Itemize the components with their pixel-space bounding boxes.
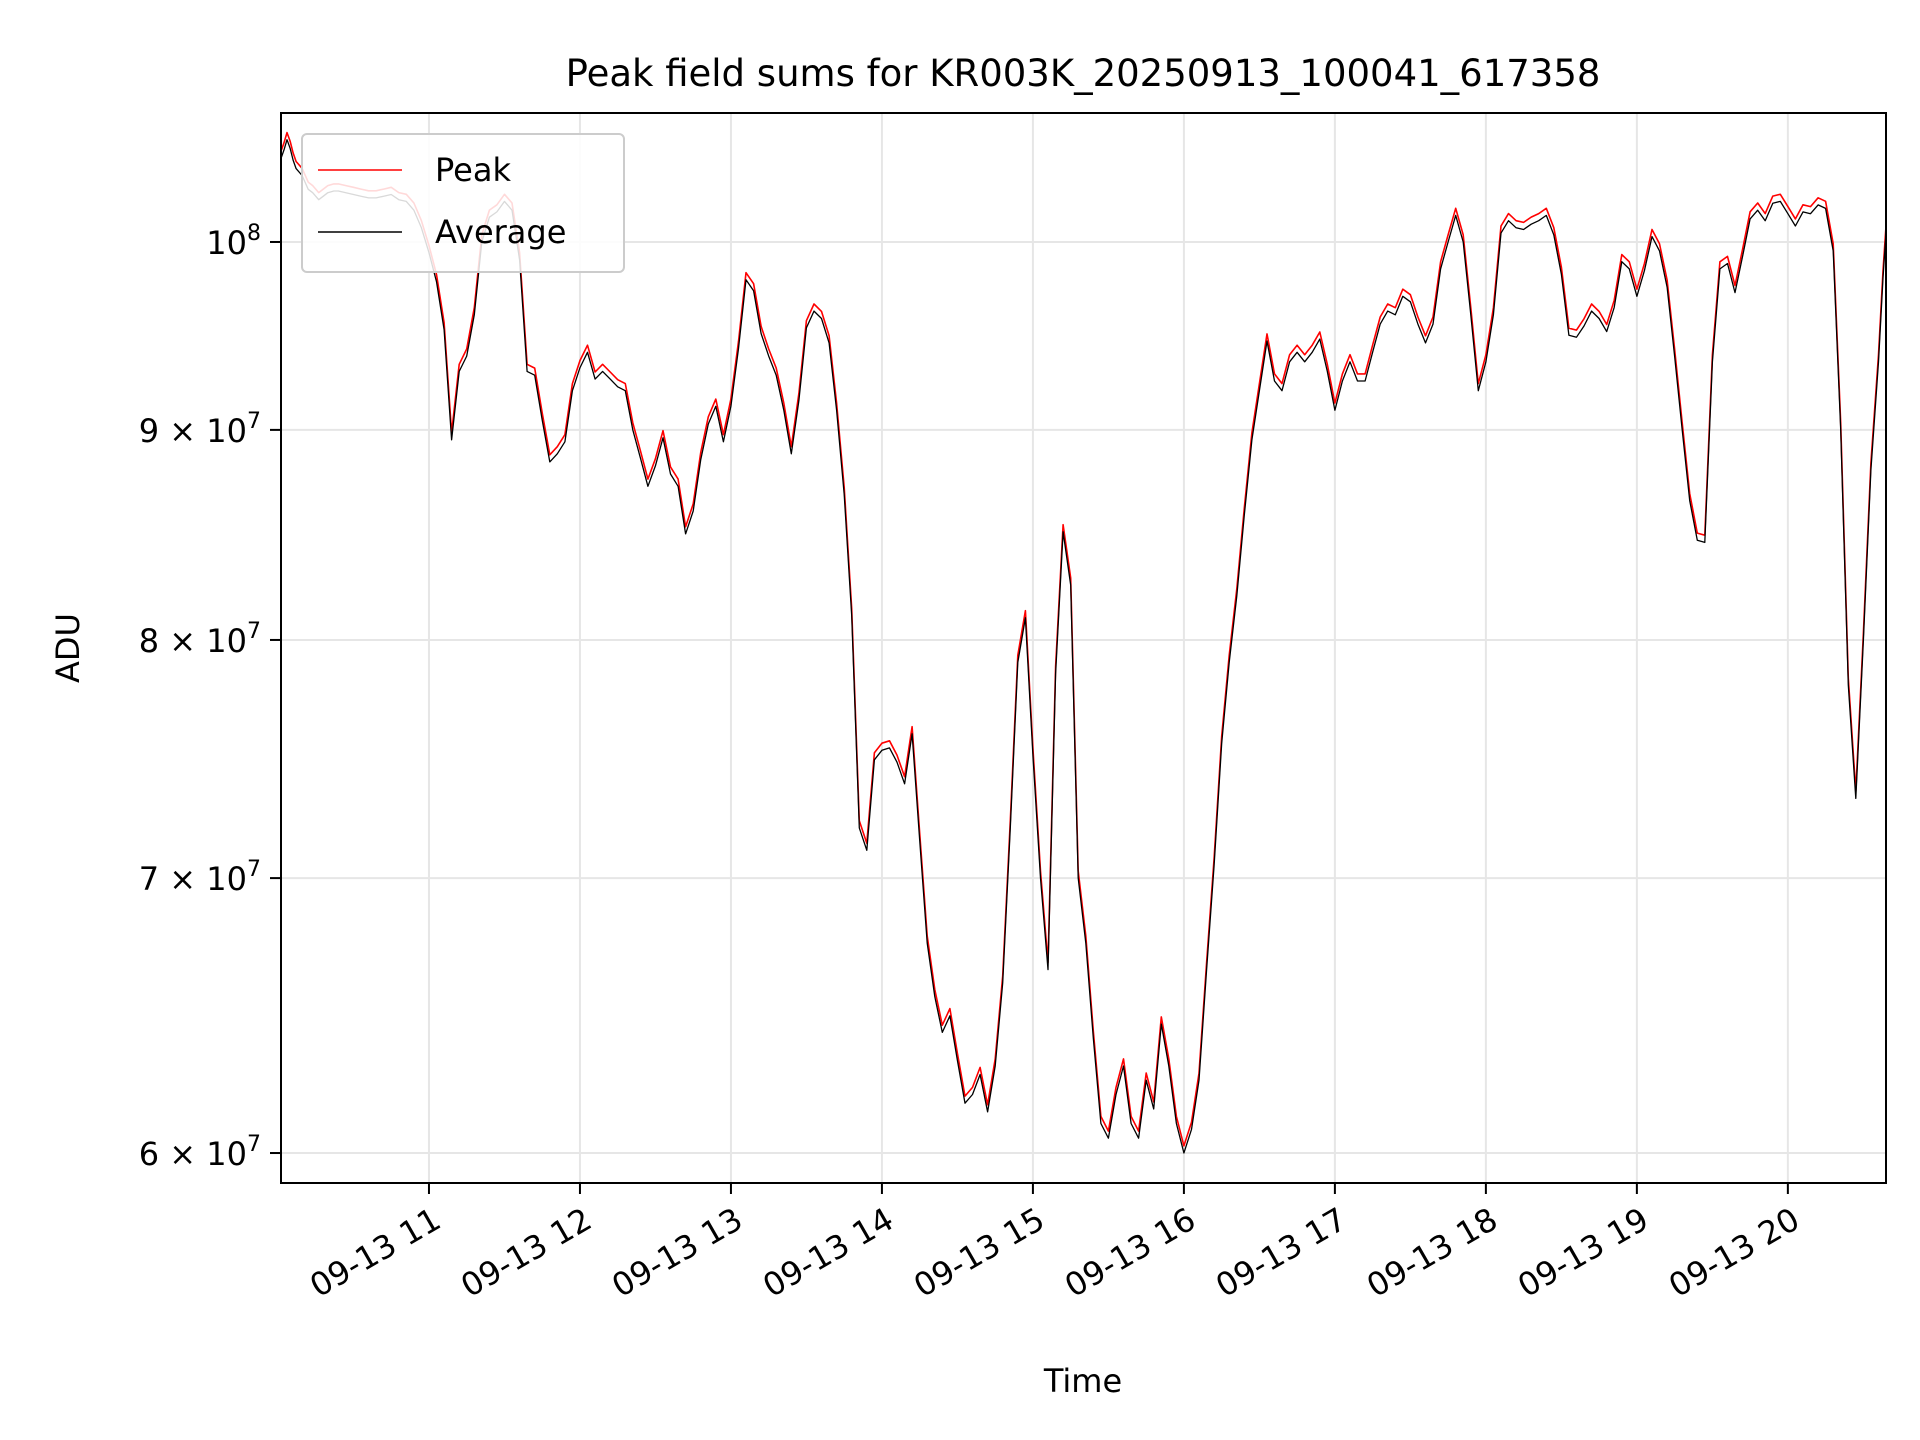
legend-label-peak: Peak — [435, 151, 511, 189]
y-axis-label: ADU — [49, 613, 87, 683]
legend-box — [301, 133, 625, 273]
x-axis-label: Time — [1043, 1362, 1122, 1400]
y-tick-label: 8 × 107 — [139, 619, 261, 660]
legend: Peak Average — [301, 133, 625, 273]
plot-frame — [280, 112, 1887, 1184]
gridlines — [281, 113, 1886, 1183]
y-tick-label: 9 × 107 — [139, 409, 261, 450]
legend-label-average: Average — [435, 213, 566, 251]
y-tick-label: 7 × 107 — [139, 857, 261, 898]
y-axis-ticks: 6 × 107 7 × 107 8 × 107 9 × 107 108 — [139, 221, 281, 1173]
chart-title: Peak field sums for KR003K_20250913_1000… — [566, 52, 1601, 95]
y-tick-label: 6 × 107 — [139, 1132, 261, 1173]
y-tick-label: 108 — [206, 221, 261, 262]
